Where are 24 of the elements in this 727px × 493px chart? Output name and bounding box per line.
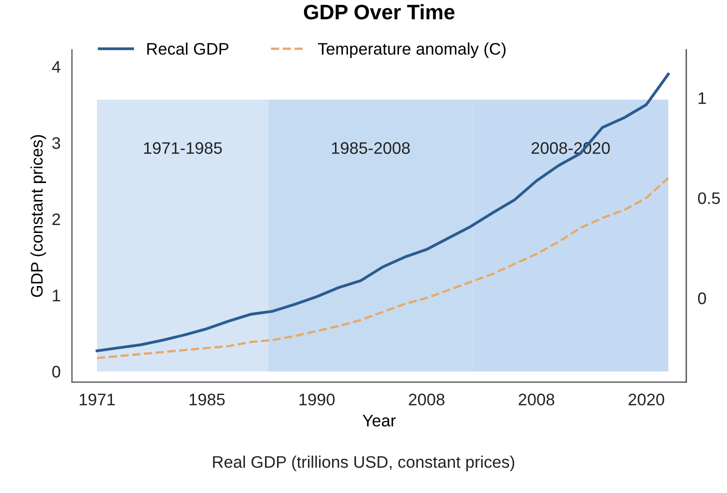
annotation: 1985-2008 bbox=[332, 142, 410, 154]
y-axis-title: GDP (constant prices) bbox=[30, 135, 46, 297]
y-tick-label: 2 bbox=[52, 213, 60, 226]
y2-tick-label: 0.5 bbox=[698, 192, 720, 204]
y2-tick-label: 1 bbox=[698, 92, 706, 104]
y-tick-label: 1 bbox=[52, 290, 60, 302]
x-axis-title: Year bbox=[362, 414, 396, 427]
legend-label: Temperature anomaly (C) bbox=[318, 42, 506, 58]
x-tick-label: 1985 bbox=[190, 394, 225, 406]
legend-label: Recal GDP bbox=[147, 42, 228, 55]
x-tick-label: 1990 bbox=[299, 394, 335, 406]
x-tick-label: 2008 bbox=[518, 394, 554, 406]
annotation: 1971-1985 bbox=[144, 142, 222, 154]
x-tick-label: 2008 bbox=[408, 394, 444, 406]
y-tick-label: 0 bbox=[52, 366, 60, 378]
y2-tick-label: 0 bbox=[698, 292, 706, 304]
x-tick-label: 1971 bbox=[80, 394, 115, 406]
line-series bbox=[96, 176, 670, 360]
y-tick-label: 4 bbox=[52, 61, 60, 73]
chart-title: GDP Over Time bbox=[304, 4, 454, 20]
y-tick-label: 3 bbox=[52, 137, 60, 149]
x-tick-label: 2020 bbox=[628, 394, 664, 406]
text: Real GDP (trillions USD, constant prices) bbox=[213, 456, 514, 472]
line-series bbox=[96, 72, 670, 352]
